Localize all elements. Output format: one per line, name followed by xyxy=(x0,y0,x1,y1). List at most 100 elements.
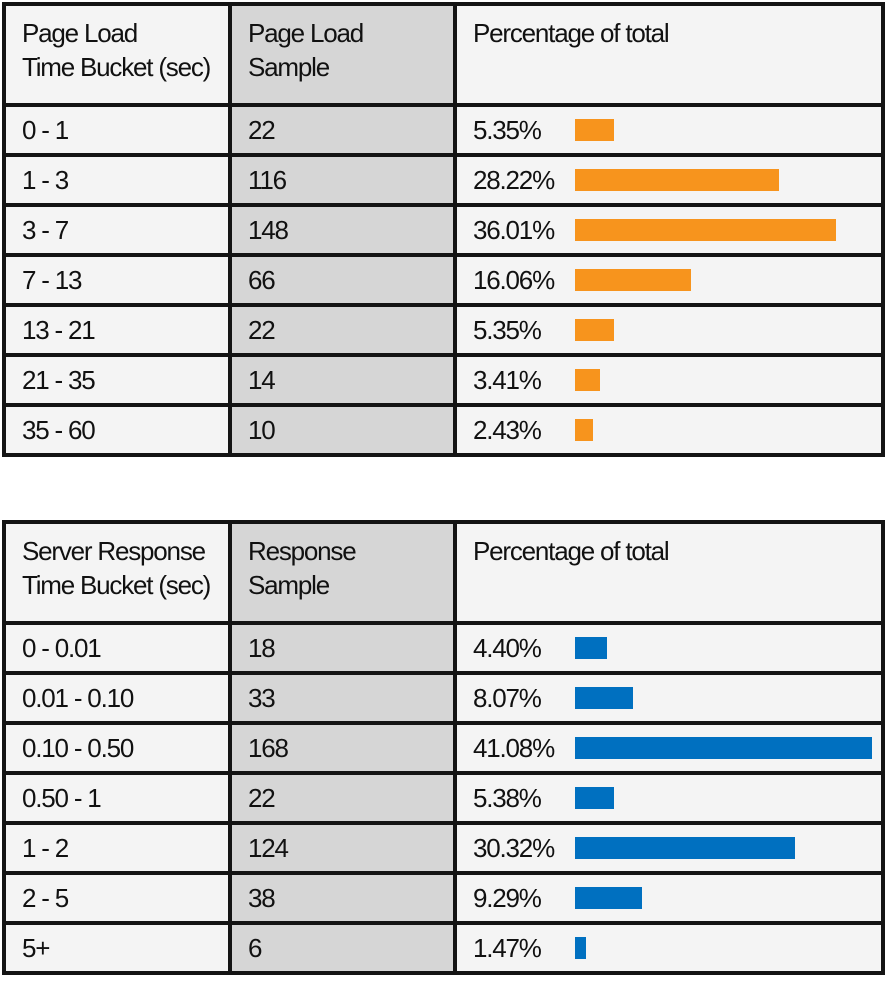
percentage-bar xyxy=(575,369,600,391)
bucket-cell: 5+ xyxy=(2,921,232,975)
percentage-bar xyxy=(575,887,643,909)
percentage-bar xyxy=(575,419,593,441)
bucket-cell: 0 - 1 xyxy=(2,103,232,157)
header-line: Sample xyxy=(248,52,330,82)
percentage-cell: 5.38% xyxy=(453,771,885,825)
table-row: 21 - 35 14 3.41% xyxy=(2,353,885,407)
header-line: Server Response xyxy=(22,536,206,566)
percentage-cell: 41.08% xyxy=(453,721,885,775)
percentage-bar xyxy=(575,119,614,141)
table-row: 1 - 3 116 28.22% xyxy=(2,153,885,207)
bucket-cell: 1 - 2 xyxy=(2,821,232,875)
bucket-cell: 0.50 - 1 xyxy=(2,771,232,825)
sample-cell: 66 xyxy=(228,253,457,307)
header-bucket: Server Response Time Bucket (sec) xyxy=(2,520,232,625)
percentage-value: 16.06% xyxy=(473,264,555,295)
table-row: 0.01 - 0.10 33 8.07% xyxy=(2,671,885,725)
percentage-value: 3.41% xyxy=(473,364,542,395)
table-row: 0 - 0.01 18 4.40% xyxy=(2,621,885,675)
header-line: Page Load xyxy=(248,18,364,48)
header-line: Sample xyxy=(248,570,330,600)
header-row: Page Load Time Bucket (sec) Page Load Sa… xyxy=(2,2,885,107)
header-line: Time Bucket (sec) xyxy=(22,570,211,600)
percentage-value: 41.08% xyxy=(473,732,555,763)
percentage-value: 28.22% xyxy=(473,164,555,195)
sample-cell: 10 xyxy=(228,403,457,457)
percentage-cell: 1.47% xyxy=(453,921,885,975)
header-bucket: Page Load Time Bucket (sec) xyxy=(2,2,232,107)
percentage-cell: 16.06% xyxy=(453,253,885,307)
bucket-cell: 3 - 7 xyxy=(2,203,232,257)
bucket-cell: 21 - 35 xyxy=(2,353,232,407)
bucket-cell: 2 - 5 xyxy=(2,871,232,925)
header-sample: Response Sample xyxy=(228,520,457,625)
percentage-bar xyxy=(575,637,607,659)
percentage-value: 1.47% xyxy=(473,932,542,963)
table-row: 0 - 1 22 5.35% xyxy=(2,103,885,157)
percentage-bar xyxy=(575,169,780,191)
percentage-cell: 8.07% xyxy=(453,671,885,725)
bucket-cell: 0 - 0.01 xyxy=(2,621,232,675)
sample-cell: 116 xyxy=(228,153,457,207)
table-row: 5+ 6 1.47% xyxy=(2,921,885,975)
percentage-cell: 36.01% xyxy=(453,203,885,257)
percentage-bar xyxy=(575,687,634,709)
percentage-cell: 5.35% xyxy=(453,103,885,157)
sample-cell: 18 xyxy=(228,621,457,675)
sample-cell: 148 xyxy=(228,203,457,257)
table-row: 2 - 5 38 9.29% xyxy=(2,871,885,925)
table-row: 1 - 2 124 30.32% xyxy=(2,821,885,875)
percentage-cell: 9.29% xyxy=(453,871,885,925)
bucket-cell: 35 - 60 xyxy=(2,403,232,457)
bucket-cell: 13 - 21 xyxy=(2,303,232,357)
percentage-bar xyxy=(575,269,692,291)
sample-cell: 22 xyxy=(228,303,457,357)
server-response-table: Server Response Time Bucket (sec) Respon… xyxy=(2,520,885,975)
header-line: Percentage of total xyxy=(473,18,670,48)
header-sample: Page Load Sample xyxy=(228,2,457,107)
percentage-value: 30.32% xyxy=(473,832,555,863)
sample-cell: 168 xyxy=(228,721,457,775)
percentage-cell: 2.43% xyxy=(453,403,885,457)
bucket-cell: 1 - 3 xyxy=(2,153,232,207)
percentage-value: 4.40% xyxy=(473,632,542,663)
header-line: Time Bucket (sec) xyxy=(22,52,211,82)
table-row: 0.10 - 0.50 168 41.08% xyxy=(2,721,885,775)
sample-cell: 124 xyxy=(228,821,457,875)
sample-cell: 6 xyxy=(228,921,457,975)
bucket-cell: 0.10 - 0.50 xyxy=(2,721,232,775)
percentage-value: 8.07% xyxy=(473,682,542,713)
bucket-cell: 0.01 - 0.10 xyxy=(2,671,232,725)
percentage-bar xyxy=(575,319,614,341)
header-percentage: Percentage of total xyxy=(453,520,885,625)
sample-cell: 38 xyxy=(228,871,457,925)
header-row: Server Response Time Bucket (sec) Respon… xyxy=(2,520,885,625)
table-row: 35 - 60 10 2.43% xyxy=(2,403,885,457)
percentage-value: 5.38% xyxy=(473,782,542,813)
header-percentage: Percentage of total xyxy=(453,2,885,107)
percentage-cell: 4.40% xyxy=(453,621,885,675)
percentage-value: 2.43% xyxy=(473,414,542,445)
header-line: Percentage of total xyxy=(473,536,670,566)
percentage-bar xyxy=(575,787,614,809)
percentage-cell: 28.22% xyxy=(453,153,885,207)
percentage-cell: 30.32% xyxy=(453,821,885,875)
table-row: 13 - 21 22 5.35% xyxy=(2,303,885,357)
header-line: Response xyxy=(248,536,357,566)
table-row: 3 - 7 148 36.01% xyxy=(2,203,885,257)
sample-cell: 22 xyxy=(228,771,457,825)
percentage-value: 9.29% xyxy=(473,882,542,913)
percentage-bar xyxy=(575,219,836,241)
bucket-cell: 7 - 13 xyxy=(2,253,232,307)
percentage-bar xyxy=(575,837,795,859)
percentage-bar xyxy=(575,737,873,759)
sample-cell: 33 xyxy=(228,671,457,725)
percentage-bar xyxy=(575,937,586,959)
header-line: Page Load xyxy=(22,18,138,48)
percentage-cell: 3.41% xyxy=(453,353,885,407)
percentage-value: 5.35% xyxy=(473,314,542,345)
sample-cell: 22 xyxy=(228,103,457,157)
percentage-cell: 5.35% xyxy=(453,303,885,357)
percentage-value: 5.35% xyxy=(473,114,542,145)
sample-cell: 14 xyxy=(228,353,457,407)
